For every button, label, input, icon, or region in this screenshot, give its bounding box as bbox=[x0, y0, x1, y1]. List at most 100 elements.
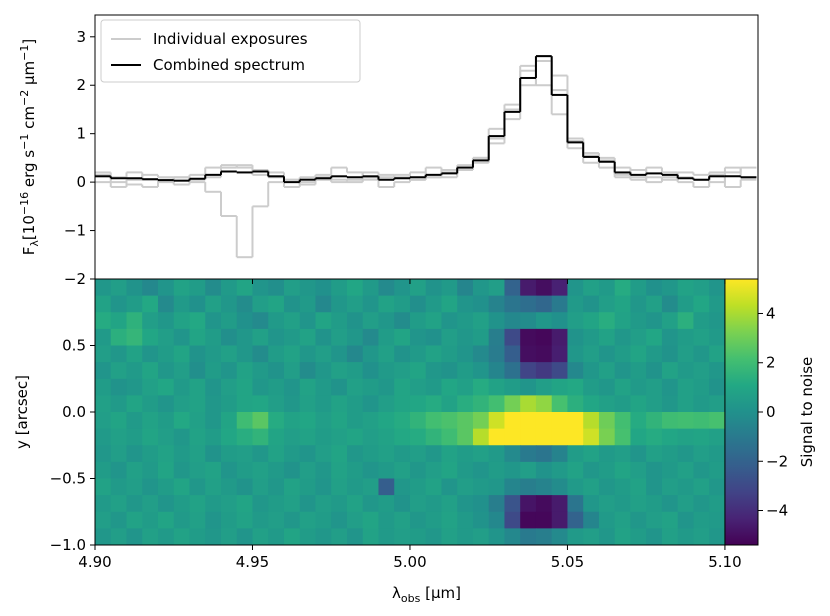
heatmap-cell bbox=[693, 511, 710, 529]
heatmap-cell bbox=[583, 362, 600, 380]
heatmap-cell bbox=[441, 395, 458, 413]
heatmap-cell bbox=[441, 495, 458, 513]
heatmap-cell bbox=[189, 345, 206, 363]
y-tick-label: −1 bbox=[64, 222, 86, 240]
heatmap-cell bbox=[173, 528, 190, 546]
heatmap-cell bbox=[205, 362, 222, 380]
heatmap-cell bbox=[126, 362, 143, 380]
heatmap-cell bbox=[95, 428, 112, 446]
y-axis-label-part: −1 bbox=[18, 45, 31, 61]
heatmap-cell bbox=[331, 295, 348, 313]
heatmap-cell bbox=[535, 478, 553, 496]
heatmap-cell bbox=[205, 345, 222, 363]
heatmap-cell bbox=[488, 412, 505, 430]
heatmap-cell bbox=[520, 478, 537, 496]
heatmap-cell bbox=[236, 461, 253, 479]
heatmap-cell bbox=[283, 495, 301, 513]
heatmap-cell bbox=[331, 395, 348, 413]
heatmap-cell bbox=[110, 478, 127, 496]
x-axis-label: λobs [μm] bbox=[392, 584, 461, 605]
heatmap-cell bbox=[95, 495, 112, 513]
heatmap-cell bbox=[614, 495, 631, 513]
heatmap-cell bbox=[709, 511, 726, 529]
heatmap-cell bbox=[299, 445, 316, 463]
x-tick-label: 5.00 bbox=[393, 553, 426, 571]
heatmap-cell bbox=[346, 362, 364, 380]
heatmap-cell bbox=[283, 461, 301, 479]
heatmap-cell bbox=[315, 362, 332, 380]
heatmap-cell bbox=[299, 412, 316, 430]
heatmap-cell bbox=[189, 495, 206, 513]
heatmap-cell bbox=[661, 428, 679, 446]
y-tick-label: −2 bbox=[64, 270, 86, 288]
heatmap-cell bbox=[567, 279, 584, 297]
heatmap-cell bbox=[299, 528, 316, 546]
heatmap-cell bbox=[346, 461, 364, 479]
heatmap-cell bbox=[142, 412, 159, 430]
heatmap-cell bbox=[331, 412, 348, 430]
heatmap-cell bbox=[614, 295, 631, 313]
heatmap-cell bbox=[110, 312, 127, 330]
heatmap-cell bbox=[362, 312, 379, 330]
heatmap-cell bbox=[441, 295, 458, 313]
heatmap-cell bbox=[236, 312, 253, 330]
heatmap-cell bbox=[614, 362, 631, 380]
heatmap-cell bbox=[362, 495, 379, 513]
heatmap-cell bbox=[142, 328, 159, 346]
heatmap-cell bbox=[173, 461, 190, 479]
heatmap-cell bbox=[598, 378, 616, 396]
heatmap-cell bbox=[567, 312, 584, 330]
heatmap-cell bbox=[646, 362, 663, 380]
heatmap-cell bbox=[630, 495, 647, 513]
heatmap-cell bbox=[693, 428, 710, 446]
heatmap-cell bbox=[268, 279, 285, 297]
heatmap-cell bbox=[362, 412, 379, 430]
y-axis-label-part: −16 bbox=[18, 192, 31, 215]
heatmap-cell bbox=[236, 279, 253, 297]
heatmap-cell bbox=[457, 395, 474, 413]
heatmap-cell bbox=[268, 428, 285, 446]
heatmap-cell bbox=[346, 511, 364, 529]
heatmap-cell bbox=[504, 461, 521, 479]
heatmap-cell bbox=[268, 445, 285, 463]
heatmap-cell bbox=[472, 279, 490, 297]
heatmap-cell bbox=[157, 511, 175, 529]
heatmap-cell bbox=[520, 511, 537, 529]
y-tick-label: 1 bbox=[76, 125, 86, 143]
heatmap-cell bbox=[394, 328, 411, 346]
heatmap-cell bbox=[441, 328, 458, 346]
heatmap-cell bbox=[173, 412, 190, 430]
heatmap-cell bbox=[252, 445, 269, 463]
heatmap-cell bbox=[630, 395, 647, 413]
heatmap-cell bbox=[598, 511, 616, 529]
heatmap-cell bbox=[126, 478, 143, 496]
heatmap-cell bbox=[362, 511, 379, 529]
heatmap-cell bbox=[488, 461, 505, 479]
heatmap-cell bbox=[677, 378, 694, 396]
heatmap-cell bbox=[157, 428, 175, 446]
heatmap-cell bbox=[583, 461, 600, 479]
heatmap-cell bbox=[189, 395, 206, 413]
heatmap-cell bbox=[583, 478, 600, 496]
heatmap-cell bbox=[472, 395, 490, 413]
heatmap-cell bbox=[441, 279, 458, 297]
heatmap-cell bbox=[709, 412, 726, 430]
heatmap-cell bbox=[331, 461, 348, 479]
heatmap-cell bbox=[205, 312, 222, 330]
heatmap-cell bbox=[504, 312, 521, 330]
heatmap-cell bbox=[409, 328, 427, 346]
heatmap-cell bbox=[567, 362, 584, 380]
heatmap-cell bbox=[661, 445, 679, 463]
heatmap-cell bbox=[504, 395, 521, 413]
heatmap-cell bbox=[551, 461, 568, 479]
heatmap-cell bbox=[535, 412, 553, 430]
heatmap-cell bbox=[236, 428, 253, 446]
heatmap-cell bbox=[598, 279, 616, 297]
heatmap-cell bbox=[378, 328, 395, 346]
heatmap-cell bbox=[378, 528, 395, 546]
heatmap-cell bbox=[441, 362, 458, 380]
heatmap-cell bbox=[205, 478, 222, 496]
heatmap-cell bbox=[457, 312, 474, 330]
heatmap-cell bbox=[299, 362, 316, 380]
